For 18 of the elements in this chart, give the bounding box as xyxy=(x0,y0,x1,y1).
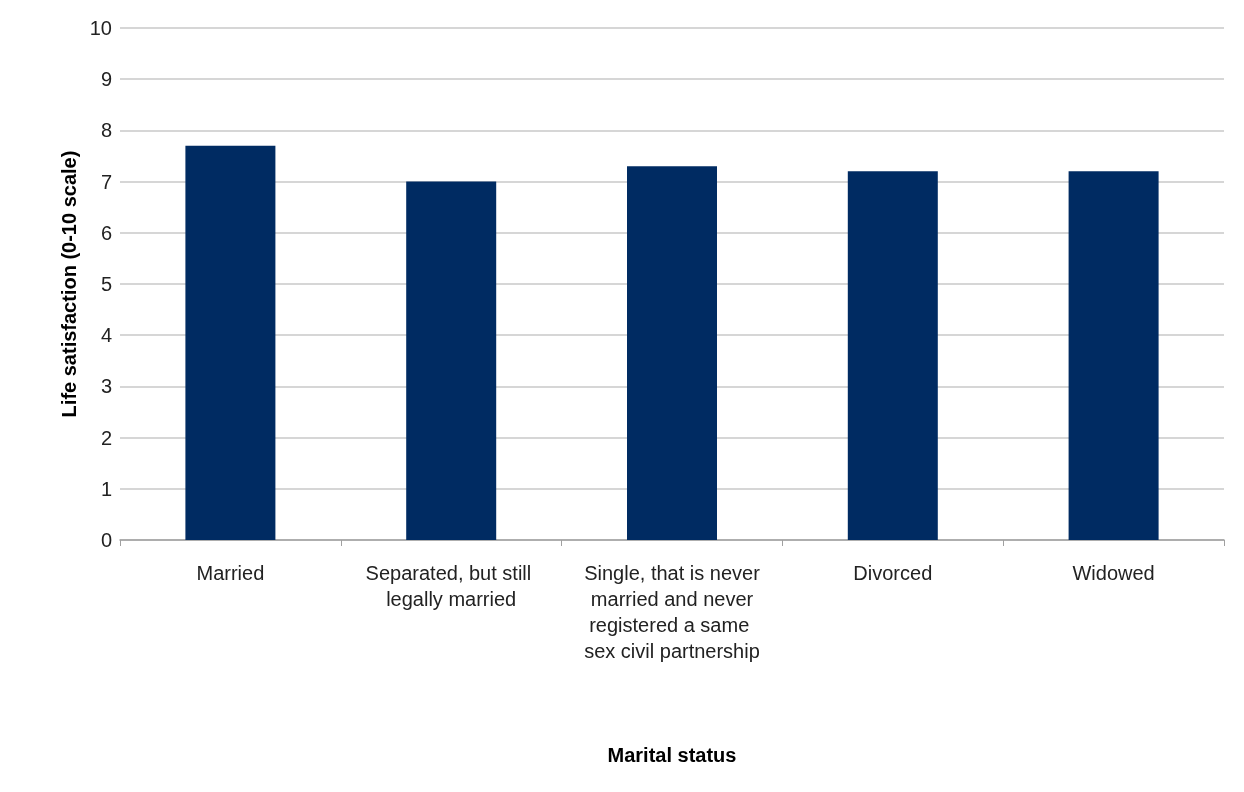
y-tick-label: 8 xyxy=(100,119,112,142)
x-tick-label: Widowed xyxy=(1072,562,1155,584)
y-tick-label: 1 xyxy=(100,477,112,500)
y-tick-label: 10 xyxy=(89,17,112,39)
x-tick-label: Separated, but still legally married xyxy=(365,562,537,610)
y-axis-title: Life satisfaction (0-10 scale) xyxy=(57,150,80,418)
y-tick-label: 4 xyxy=(100,324,112,347)
y-tick-label: 6 xyxy=(100,221,112,244)
y-tick-label: 5 xyxy=(100,273,112,295)
x-tick-label: Divorced xyxy=(853,562,933,584)
y-tick-label: 0 xyxy=(100,529,112,551)
y-tick-label: 9 xyxy=(100,68,112,91)
y-tick-label: 2 xyxy=(100,426,112,449)
x-axis-title: Marital status xyxy=(607,744,737,766)
x-tick-label: Single, that is never married and never registered a same sex civil partnership xyxy=(584,562,761,662)
y-tick-label: 7 xyxy=(100,170,112,193)
x-tick-label: Married xyxy=(196,562,265,584)
y-tick-label: 3 xyxy=(100,375,112,398)
